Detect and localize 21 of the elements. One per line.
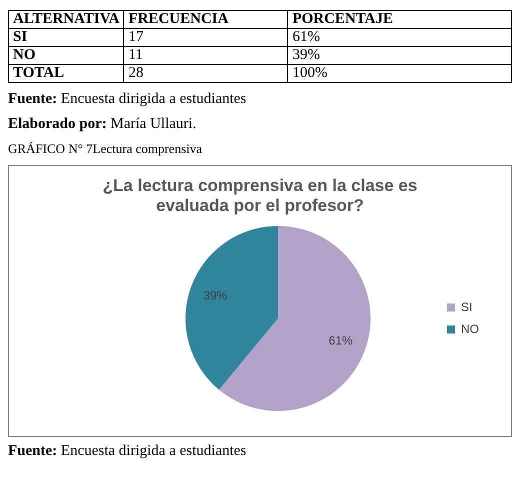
text: Elaborado por: María Ullauri. xyxy=(8,116,196,132)
text: 100% xyxy=(288,64,512,82)
legend-label: SI xyxy=(461,300,472,314)
text: 39% xyxy=(288,46,512,64)
text: 11 xyxy=(124,46,288,64)
text: 28 xyxy=(124,64,288,82)
source-note: Fuente: Encuesta dirigida a estudiantes xyxy=(8,443,246,459)
text: PORCENTAJE xyxy=(288,10,512,28)
text: ALTERNATIVA xyxy=(8,10,124,28)
text: FRECUENCIA xyxy=(124,10,288,28)
data-label: 61% xyxy=(328,333,353,348)
text: 17 xyxy=(124,28,288,46)
legend-label: NO xyxy=(461,322,479,336)
text: 61% xyxy=(288,28,512,46)
text: GRÁFICO N° 7Lectura comprensiva xyxy=(8,141,204,157)
chart-title: ¿La lectura comprensiva en la clase es evaluada por el profesor? xyxy=(102,176,418,216)
source-note: Fuente: Encuesta dirigida a estudiantes xyxy=(8,91,246,107)
data-label: 39% xyxy=(203,288,228,302)
text: SI xyxy=(8,28,124,46)
text: NO xyxy=(8,46,124,64)
text: TOTAL xyxy=(8,64,124,82)
